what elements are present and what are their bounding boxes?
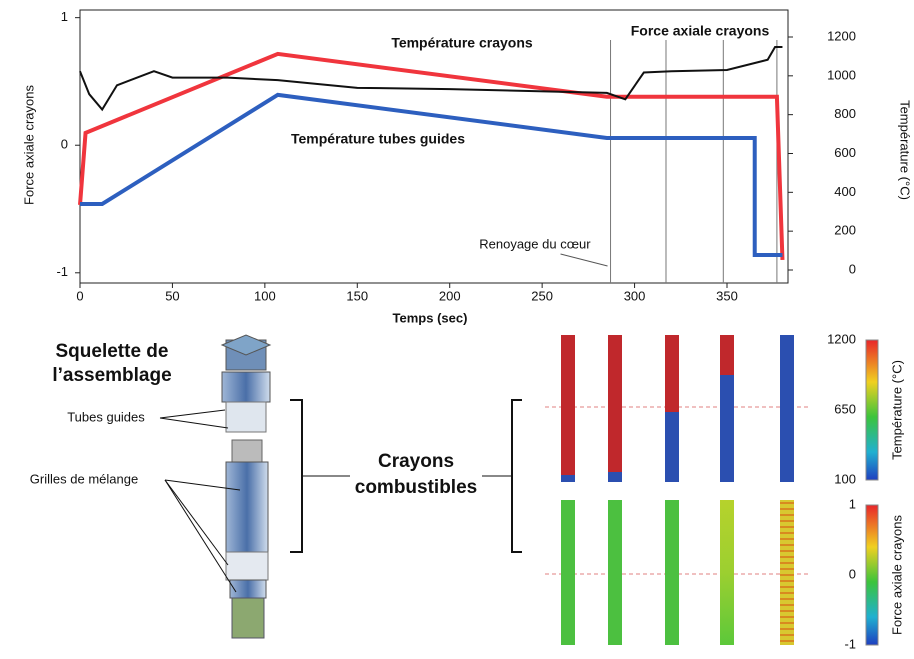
y-tick-label: -1 bbox=[56, 264, 68, 279]
x-tick-label: 100 bbox=[254, 288, 276, 303]
x-tick-label: 0 bbox=[76, 288, 83, 303]
y2-tick-label: 600 bbox=[834, 145, 856, 160]
colorbar-tick-label: 0 bbox=[849, 566, 856, 581]
guide-tubes-label: Tubes guides bbox=[67, 409, 145, 424]
x-axis-label: Temps (sec) bbox=[393, 310, 468, 325]
figure: Squelette de l’assemblage Tubes guides G… bbox=[0, 0, 914, 659]
y2-tick-label: 1000 bbox=[827, 67, 856, 82]
colorbar-tick-label: 1 bbox=[849, 496, 856, 511]
colorbar-tick-label: 1200 bbox=[827, 331, 856, 346]
x-tick-label: 250 bbox=[531, 288, 553, 303]
x-tick-label: 350 bbox=[716, 288, 738, 303]
x-tick-label: 300 bbox=[624, 288, 646, 303]
y-axis-label: Force axiale crayons bbox=[21, 85, 36, 205]
colorbar-label: Force axiale crayons bbox=[889, 515, 904, 635]
x-tick-label: 150 bbox=[346, 288, 368, 303]
y2-tick-label: 200 bbox=[834, 223, 856, 238]
mixing-grids-label: Grilles de mélange bbox=[30, 471, 138, 486]
colorbar-tick-label: 100 bbox=[834, 471, 856, 486]
series-label: Force axiale crayons bbox=[631, 23, 770, 39]
y2-tick-label: 800 bbox=[834, 106, 856, 121]
series-line bbox=[80, 54, 782, 260]
annotation: Renoyage du cœur bbox=[479, 236, 591, 251]
y2-tick-label: 400 bbox=[834, 184, 856, 199]
rods-title: combustibles bbox=[355, 477, 477, 498]
rods-title: Crayons bbox=[378, 451, 454, 472]
y-tick-label: 0 bbox=[61, 137, 68, 152]
y2-axis-label: Température (°C) bbox=[898, 100, 913, 200]
rod-fields bbox=[561, 335, 878, 645]
colorbar-label: Température (°C) bbox=[889, 360, 904, 460]
y2-tick-label: 0 bbox=[849, 261, 856, 276]
colorbar-tick-label: 650 bbox=[834, 401, 856, 416]
x-tick-label: 50 bbox=[165, 288, 179, 303]
assembly-illustration bbox=[222, 335, 270, 638]
series-label: Température tubes guides bbox=[291, 131, 465, 147]
series-line bbox=[80, 95, 782, 255]
assembly-title: l’assemblage bbox=[52, 365, 171, 386]
series-label: Température crayons bbox=[391, 35, 533, 51]
assembly-title: Squelette de bbox=[56, 341, 169, 362]
x-tick-label: 200 bbox=[439, 288, 461, 303]
annotation-arrow bbox=[561, 254, 608, 266]
y-tick-label: 1 bbox=[61, 9, 68, 24]
series-line bbox=[80, 47, 782, 110]
y2-tick-label: 1200 bbox=[827, 28, 856, 43]
colorbar-tick-label: -1 bbox=[844, 636, 856, 651]
